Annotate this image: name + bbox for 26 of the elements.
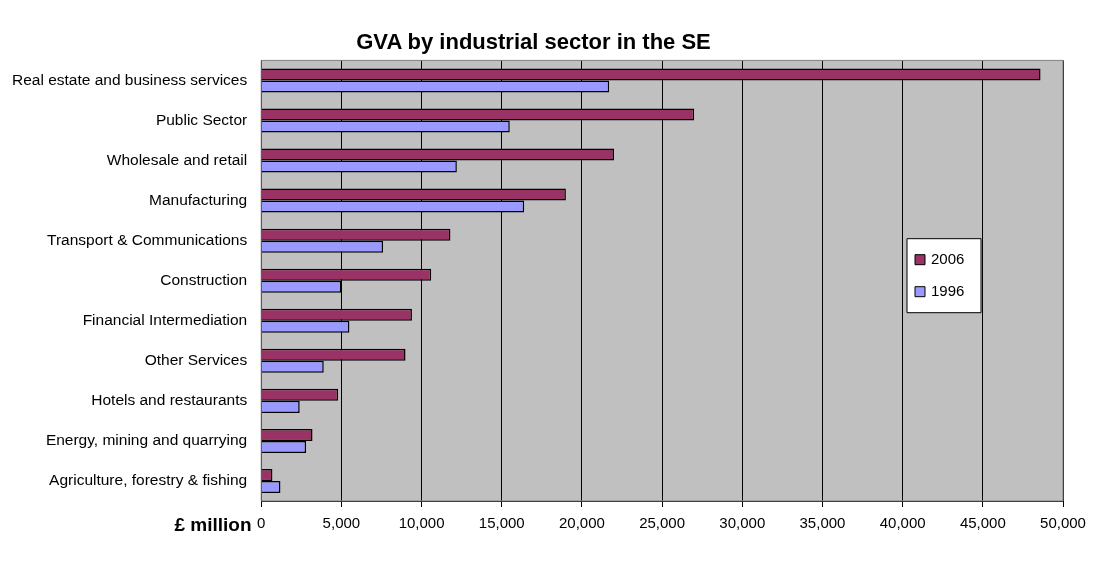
x-tick-label: 0 [257, 514, 266, 532]
x-tick-label: 20,000 [558, 514, 605, 532]
y-tick-label: Real estate and business services [11, 70, 248, 88]
legend-label: 2006 [931, 249, 965, 267]
y-tick-label: Financial Intermediation [82, 311, 248, 329]
x-tick-label: 5,000 [322, 514, 361, 532]
y-tick-label: Construction [160, 270, 248, 288]
y-tick-label: Manufacturing [148, 190, 248, 208]
x-tick-label: 35,000 [799, 514, 846, 532]
chart-title: GVA by industrial sector in the SE [356, 29, 711, 55]
y-tick-label: Agriculture, forestry & fishing [49, 471, 248, 489]
x-tick-label: 30,000 [719, 514, 766, 532]
x-tick-label: 10,000 [398, 514, 445, 532]
legend-label: 1996 [931, 281, 965, 299]
y-tick-label: Energy, mining and quarrying [45, 431, 248, 449]
y-tick-label: Hotels and restaurants [91, 391, 248, 409]
x-tick-label: 15,000 [478, 514, 525, 532]
y-tick-label: Wholesale and retail [106, 150, 248, 168]
x-tick-label: 40,000 [879, 514, 926, 532]
x-axis-title: £ million [174, 514, 252, 536]
x-tick-label: 25,000 [639, 514, 686, 532]
y-tick-label: Transport & Communications [47, 230, 248, 248]
y-tick-label: Public Sector [155, 110, 248, 128]
x-tick-label: 45,000 [959, 514, 1006, 532]
y-tick-label: Other Services [144, 351, 248, 369]
x-tick-label: 50,000 [1040, 514, 1086, 532]
